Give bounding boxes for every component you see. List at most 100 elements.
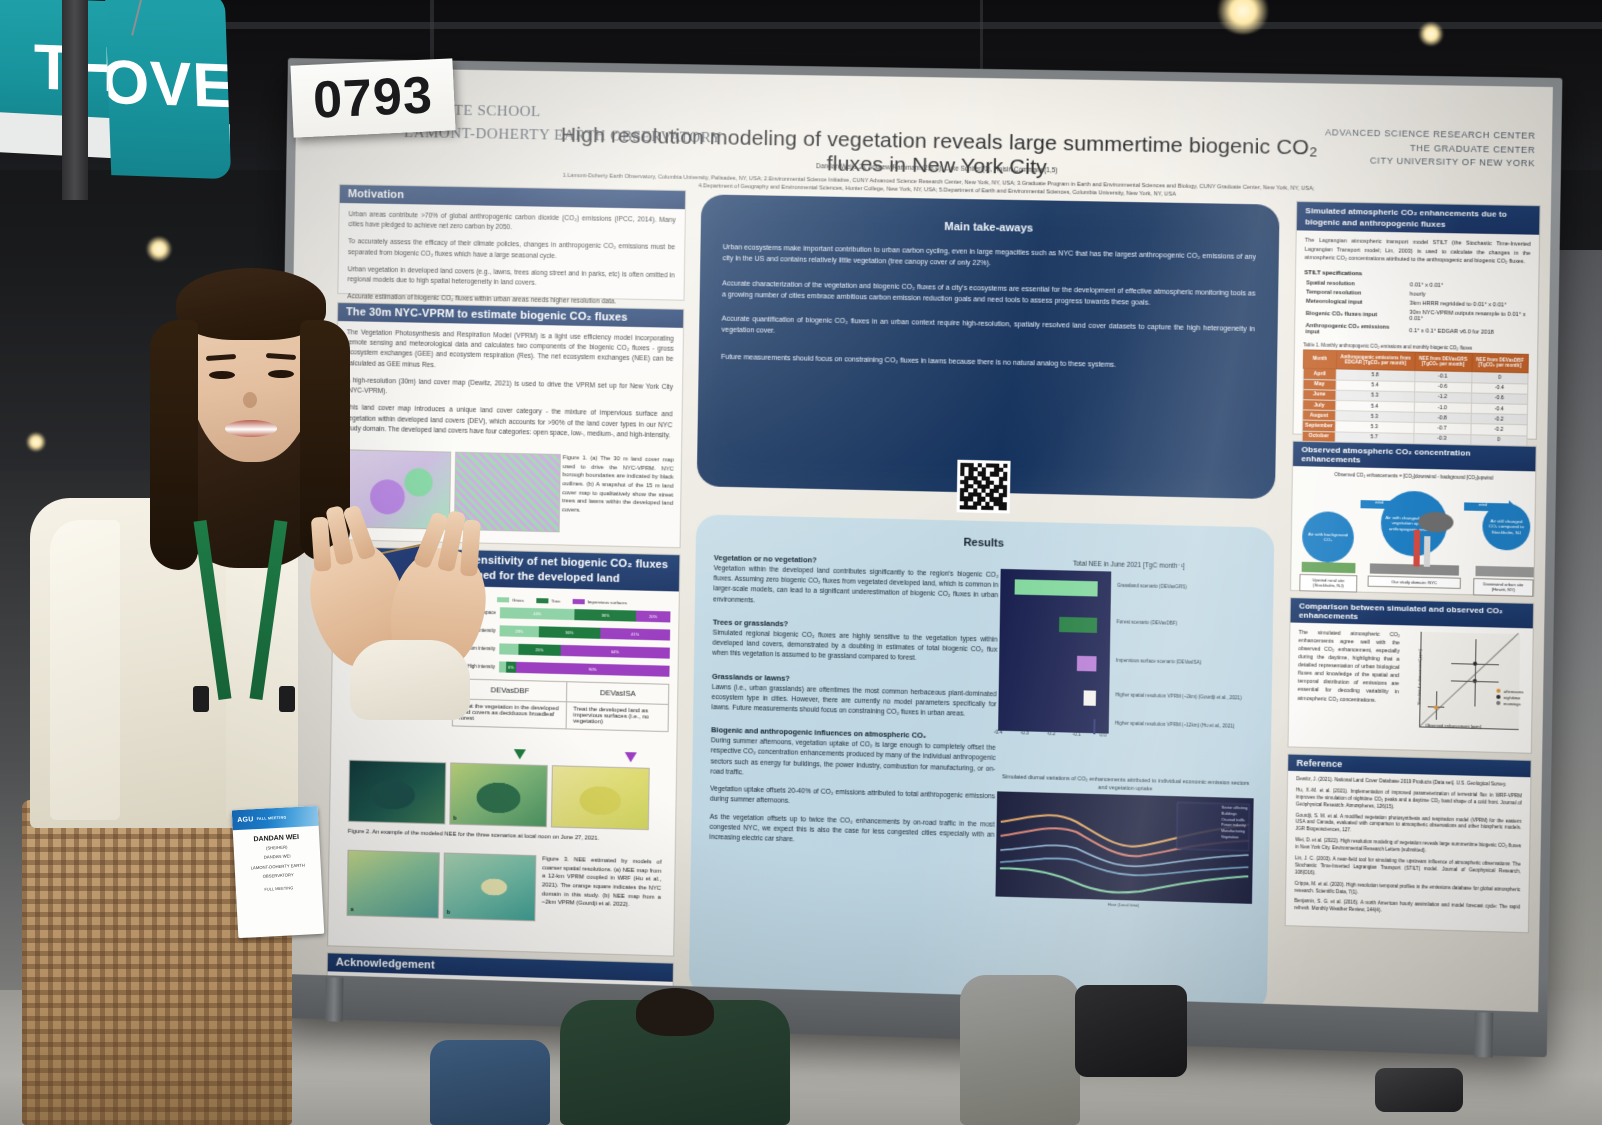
legend-item-grass: Grass — [497, 597, 524, 603]
simulated-intro: The Lagrangian atmospheric transport mod… — [1304, 238, 1531, 266]
stacked-bar-row-label: Open space — [470, 609, 496, 616]
cell-month: April — [1303, 368, 1337, 380]
figure3-panel-label-a: a — [350, 906, 354, 914]
qr-code[interactable] — [956, 459, 1011, 514]
takeaways-p1: Urban ecosystems make important contribu… — [722, 244, 1257, 268]
segment-impervious: 64% — [560, 645, 670, 660]
takeaways-p2: Accurate characterization of the vegetat… — [721, 280, 1256, 307]
figure2-maps: b — [348, 759, 650, 831]
stacked-bar-segments: 6% 90% — [498, 661, 670, 678]
diurnal-lines-svg — [995, 791, 1253, 904]
scatter-point-afternoon — [1434, 705, 1439, 711]
nee-x-axis: -0.4 -0.3 -0.2 -0.1 0.0 — [994, 731, 1109, 744]
nee-xtick-2: -0.2 — [1046, 731, 1056, 738]
takeaways-p3: Accurate quantification of biogenic CO₂ … — [721, 315, 1256, 335]
cuny-asrc-logo: ADVANCED SCIENCE RESEARCH CENTER THE GRA… — [1325, 126, 1536, 171]
segment-tree: 36% — [574, 609, 637, 622]
section-comparison: Comparison between simulated and observe… — [1287, 597, 1535, 754]
banner-support-pole — [62, 0, 88, 200]
segment-impervious: 20% — [636, 610, 671, 623]
results-block-text-2: Simulated regional biogenic CO₂ fluxes a… — [712, 629, 998, 663]
scenario-table-body-row: Treat the vegetation in the developed la… — [452, 698, 669, 732]
results-block-text-4: During summer afternoons, vegetation upt… — [710, 737, 996, 777]
legend-mornings: mornings — [1496, 700, 1523, 708]
poster-board: CLIMATE SCHOOL LAMONT-DOHERTY EARTH OBSE… — [272, 58, 1563, 1058]
rural-ground — [1301, 561, 1356, 574]
site-label-downwind: Downwind urban site (Hewitt, NY) — [1473, 578, 1534, 597]
segment-impervious: 41% — [599, 628, 671, 641]
scenarios-heading: Three scenarios to test sensitivity of n… — [333, 547, 680, 592]
takeaways-heading: Main take-aways — [944, 220, 1034, 235]
comparison-scatter-wrap: afternoons nighttime mornings Observed e… — [1407, 631, 1523, 731]
reference-item-4: Lin, J. C. (2003). A near-field tool for… — [1294, 855, 1521, 876]
ceiling-truss — [980, 0, 983, 120]
comparison-scatter-plot — [1419, 631, 1521, 731]
cell-month: June — [1302, 389, 1336, 401]
results-block-text-3: Lawns (i.e., urban grasslands) are often… — [711, 683, 997, 718]
cell-month: May — [1302, 378, 1337, 391]
stacked-bar-row-label: High intensity — [467, 663, 496, 670]
venue-banner-right: OVE — [104, 0, 232, 180]
node-downwind-air: Air still changed CO₂ compared to Stockh… — [1482, 502, 1531, 551]
figure3-map-2km: b — [442, 852, 537, 922]
stacked-bar-legend: Grass Tree Impervious surfaces — [454, 596, 671, 607]
observed-body: Observed CO₂ enhancements = [CO₂]downwin… — [1291, 466, 1536, 611]
section-observed-enhancements: Observed atmospheric CO₂ concentration e… — [1289, 440, 1537, 597]
monthly-col-edgar: Anthropogenic emissions from EDGAR [TgCO… — [1336, 350, 1415, 371]
spec-key-4: Anthropogenic CO₂ emissions input — [1305, 323, 1390, 336]
downwind-ground — [1475, 565, 1534, 578]
qr-code-grid — [959, 462, 1008, 511]
diurnal-plot-area: Sector affecting Buildings On-road traff… — [995, 791, 1254, 905]
smokestack-icon — [1423, 536, 1431, 567]
nee-label-vprm-12km: Higher spatial resolution VPRM (~12km) (… — [1114, 720, 1235, 729]
stacked-bar-row: Open space 44% 36% 20% — [454, 605, 671, 623]
section-simulated-enhancements: Simulated atmospheric CO₂ enhancements d… — [1292, 200, 1541, 460]
spec-row: Anthropogenic CO₂ emissions input 0.1° x … — [1303, 321, 1529, 341]
nee-xtick-0: -0.4 — [993, 730, 1003, 736]
poster-sheet: CLIMATE SCHOOL LAMONT-DOHERTY EARTH OBSE… — [282, 67, 1553, 1013]
vprm-p2: A high-resolution (30m) land cover map (… — [345, 377, 674, 396]
ceiling-beam — [0, 22, 1602, 29]
results-text-column: Vegetation or no vegetation? Vegetation … — [709, 553, 998, 851]
nee-label-vprm-2km: Higher spatial resolution VPRM (~2km) (G… — [1115, 692, 1242, 701]
cell-month: August — [1302, 410, 1336, 422]
results-extra-p2: As the vegetation offsets up to twice th… — [709, 813, 995, 844]
reference-item-6: Benjamin, S. G. et al. (2016). A north A… — [1294, 898, 1521, 914]
simulated-body: The Lagrangian atmospheric transport mod… — [1293, 231, 1539, 470]
foreground-person-blue — [430, 1040, 550, 1125]
ceiling-light — [146, 236, 172, 262]
monthly-col-devasdbf: NEE from DEVasDBF [TgCO₂ per month] — [1471, 352, 1529, 374]
scatter-point-night — [1473, 661, 1478, 666]
motivation-p3: Urban vegetation in developed land cover… — [347, 266, 675, 287]
figure2-panel-label-b: b — [453, 815, 457, 822]
diurnal-legend: Sector affecting Buildings On-road traff… — [1221, 806, 1247, 842]
stacked-bar-row-label: Medium intensity — [460, 645, 496, 652]
site-label-upwind: Upwind rural site (Stockholm, NJ) — [1299, 573, 1358, 593]
reference-item-5: Crippa, M. et al. (2020). High resolutio… — [1294, 880, 1521, 895]
poster-number-text: 0793 — [311, 66, 435, 130]
diurnal-variation-chart: Simulated diurnal variations of CO₂ enha… — [995, 774, 1254, 911]
foreground-person-green-head — [636, 988, 714, 1036]
arrow-down-isa-icon — [624, 752, 637, 763]
nee-xtick-1: -0.3 — [1020, 731, 1029, 737]
simulated-heading: Simulated atmospheric CO₂ enhancements d… — [1296, 201, 1540, 236]
site-label-study-domain: Our study domain: NYC — [1367, 575, 1461, 590]
total-nee-bar-chart: Total NEE in June 2021 [TgC month⁻¹] -0.… — [994, 558, 1257, 748]
arrow-down-dbf-icon — [513, 749, 526, 760]
section-three-scenarios: Three scenarios to test sensitivity of n… — [327, 546, 681, 957]
stacked-bar-segments: 23% 36% 41% — [499, 625, 671, 641]
foreground-backpack — [1075, 985, 1187, 1077]
segment-grass — [499, 643, 519, 656]
stacked-bar-row: High intensity 6% 90% — [453, 660, 670, 679]
background-booths — [0, 470, 290, 990]
nee-bar-impervious — [1076, 655, 1097, 672]
nee-xtick-4: 0.0 — [1099, 733, 1107, 739]
scenario-cell-devasdbf: Treat the vegetation in the developed la… — [452, 698, 567, 729]
observed-flow-diagram: Air with background CO₂ wind Air with ch… — [1297, 480, 1534, 605]
reference-item-3: Wei, D. et al. (2022). High resolution m… — [1295, 837, 1522, 854]
figure1-panel-label-b: b — [458, 520, 462, 528]
reference-body: Dewitz, J. (2021). National Land Cover D… — [1286, 771, 1531, 929]
results-extra-p1: Vegetation uptake offsets 20-40% of CO₂ … — [709, 785, 996, 806]
legend-item-impervious: Impervious surfaces — [572, 599, 627, 606]
stacked-bar-segments: 44% 36% 20% — [499, 607, 671, 623]
